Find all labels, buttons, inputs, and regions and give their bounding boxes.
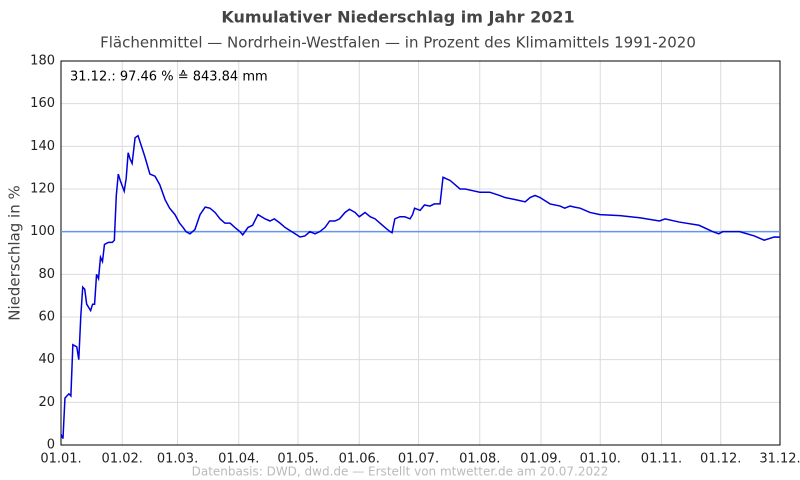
x-tick-label: 01.12. (700, 452, 741, 467)
y-axis-label: Niederschlag in % (6, 185, 24, 320)
x-tick-label: 01.02. (102, 452, 143, 467)
x-tick-label: 01.11. (641, 452, 682, 467)
x-tick-label: 01.01. (40, 452, 81, 467)
y-tick-label: 140 (30, 139, 55, 154)
x-tick-label: 01.09. (520, 452, 561, 467)
x-tick-label: 01.05. (277, 452, 318, 467)
y-tick-label: 100 (30, 224, 55, 239)
data-line (60, 134, 781, 439)
chart-title: Kumulativer Niederschlag im Jahr 2021 (221, 8, 574, 27)
annotation: 31.12.: 97.46 % ≙ 843.84 mm (70, 70, 268, 85)
x-tick-label: 01.06. (339, 452, 380, 467)
plot-frame (60, 60, 781, 446)
y-tick-label: 180 (30, 54, 55, 69)
chart-subtitle: Flächenmittel — Nordrhein-Westfalen — in… (100, 34, 696, 52)
y-tick-label: 0 (47, 438, 55, 453)
y-tick-label: 120 (30, 182, 55, 197)
footer: Datenbasis: DWD, dwd.de — Erstellt von m… (192, 465, 609, 479)
x-tick-label: 01.08. (459, 452, 500, 467)
x-tick-label: 01.10. (580, 452, 621, 467)
x-tick-label: 01.03. (157, 452, 198, 467)
x-tick-label: 01.07. (398, 452, 439, 467)
y-tick-label: 20 (38, 395, 55, 410)
x-tick-label: 31.12. (759, 452, 800, 467)
y-tick-label: 40 (38, 352, 55, 367)
x-tick-label: 01.04. (218, 452, 259, 467)
y-tick-label: 80 (38, 267, 55, 282)
y-tick-label: 60 (38, 310, 55, 325)
y-tick-label: 160 (30, 96, 55, 111)
